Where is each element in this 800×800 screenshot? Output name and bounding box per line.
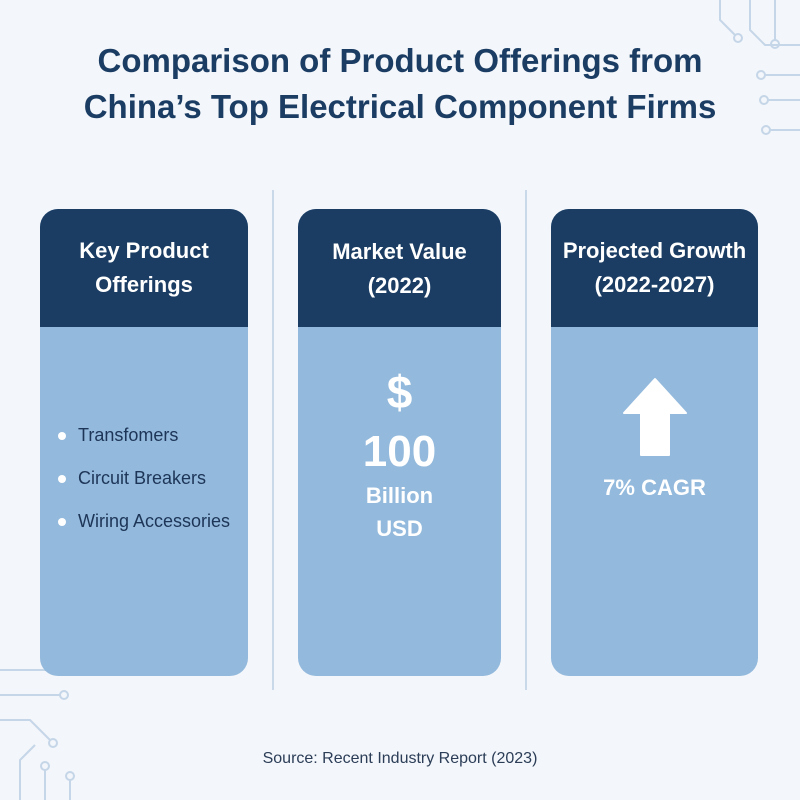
page-title: Comparison of Product Offerings from Chi…	[0, 38, 800, 130]
bullet-icon	[58, 431, 66, 440]
divider	[525, 190, 527, 690]
source-note: Source: Recent Industry Report (2023)	[262, 750, 538, 767]
card-header-line: Projected Growth	[562, 238, 747, 263]
list-item-label: Circuit Breakers	[78, 468, 207, 488]
card-key-product-offerings: Key Product Offerings Transfomers Circui…	[40, 209, 248, 676]
card-market-value: Market Value (2022) $ 100 Billion USD	[298, 209, 501, 676]
card-header: Market Value (2022)	[298, 209, 501, 327]
dollar-icon: $	[386, 366, 413, 418]
list-item: Transfomers	[58, 414, 230, 457]
card-header-line: Key Product	[79, 238, 209, 263]
bullet-icon	[58, 517, 66, 526]
list-item-label: Transfomers	[78, 425, 179, 445]
card-header-line: Market Value	[332, 239, 467, 264]
card-header: Key Product Offerings	[40, 209, 248, 327]
divider	[272, 190, 274, 690]
card-header-line: Offerings	[95, 272, 193, 297]
list-item: Wiring Accessories	[58, 500, 230, 543]
title-line-1: Comparison of Product Offerings from	[97, 42, 703, 79]
card-header-line: (2022-2027)	[594, 272, 715, 297]
arrow-up-icon	[623, 378, 687, 456]
bullet-icon	[58, 474, 66, 483]
card-header-line: (2022)	[367, 273, 432, 298]
market-value-number: 100	[362, 427, 437, 476]
market-value-unit-1: Billion	[365, 483, 434, 508]
growth-value: 7% CAGR	[603, 475, 706, 500]
list-item-label: Wiring Accessories	[78, 511, 231, 531]
list-item: Circuit Breakers	[58, 457, 230, 500]
card-projected-growth: Projected Growth (2022-2027) 7% CAGR	[551, 209, 758, 676]
product-list: Transfomers Circuit Breakers Wiring Acce…	[40, 414, 230, 543]
title-line-2: China’s Top Electrical Component Firms	[83, 88, 717, 125]
circuit-decoration-top-right	[719, 0, 800, 135]
market-value-unit-2: USD	[376, 516, 423, 541]
card-header: Projected Growth (2022-2027)	[551, 209, 758, 327]
